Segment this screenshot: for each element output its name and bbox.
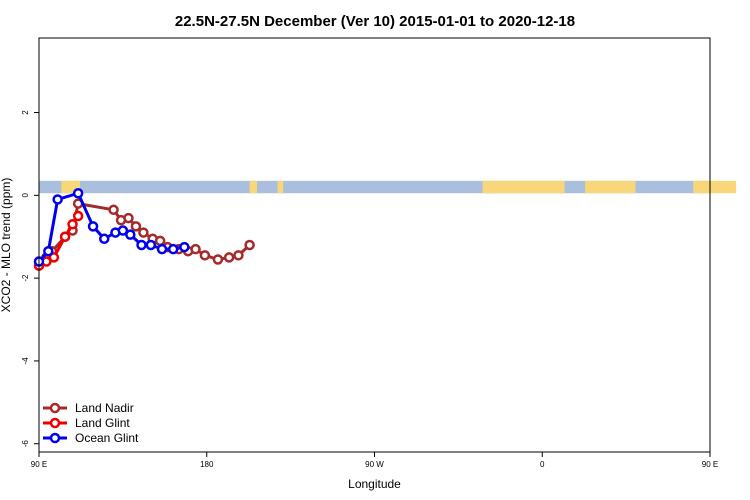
data-point <box>145 239 157 251</box>
legend-label: Ocean Glint <box>75 431 139 445</box>
land-band-segment <box>482 180 565 194</box>
data-point <box>72 210 84 222</box>
data-point <box>199 250 211 261</box>
data-point <box>223 252 235 263</box>
data-point <box>190 243 201 255</box>
chart-title: 22.5N-27.5N December (Ver 10) 2015-01-01… <box>175 13 575 30</box>
y-tick-label: 0 <box>21 193 30 198</box>
data-point <box>136 239 147 251</box>
series-layer <box>33 188 255 271</box>
data-point <box>108 204 119 216</box>
series-1 <box>33 210 84 271</box>
y-axis: 2 0 -2 -4 -6 <box>21 110 39 448</box>
data-point <box>52 194 63 205</box>
data-point <box>98 233 110 245</box>
series-2 <box>33 188 190 267</box>
x-axis-label: Longitude <box>348 477 401 491</box>
x-tick-label: 0 <box>540 460 545 469</box>
y-tick-label: -4 <box>21 357 30 365</box>
y-tick-label: 2 <box>21 110 30 115</box>
y-tick-label: -2 <box>21 274 30 282</box>
land-band-segment <box>249 180 258 194</box>
data-point <box>130 221 142 232</box>
data-point <box>48 252 60 263</box>
legend-label: Land Nadir <box>75 401 134 415</box>
legend-label: Land Glint <box>75 416 130 430</box>
data-point <box>138 227 149 238</box>
land-band-segment <box>585 180 636 194</box>
data-point <box>43 245 54 257</box>
y-axis-label: XCO2 - MLO trend (ppm) <box>0 178 13 313</box>
data-point <box>117 225 129 236</box>
x-tick-label: 90 E <box>702 460 718 469</box>
x-tick-label: 180 <box>200 460 214 469</box>
data-point <box>67 219 78 230</box>
legend-marker <box>49 402 61 414</box>
y-tick-label: -6 <box>21 440 30 448</box>
legend-marker <box>49 432 61 444</box>
legend-marker <box>49 417 61 429</box>
land-band-segment <box>277 180 284 194</box>
data-point <box>233 250 244 261</box>
data-point <box>212 254 224 265</box>
land-ocean-band <box>39 180 737 194</box>
x-axis: 90 E 180 90 W 0 90 E <box>31 452 718 469</box>
data-point <box>167 243 179 255</box>
data-point <box>244 239 255 251</box>
data-point <box>59 231 71 242</box>
land-band-segment <box>693 180 737 194</box>
data-point <box>123 212 134 224</box>
data-point <box>156 243 168 255</box>
data-point <box>72 188 84 199</box>
data-point <box>154 235 166 247</box>
data-point <box>125 229 136 240</box>
data-point <box>87 221 99 232</box>
x-tick-label: 90 E <box>31 460 47 469</box>
x-tick-label: 90 W <box>365 460 384 469</box>
data-point <box>179 241 190 253</box>
